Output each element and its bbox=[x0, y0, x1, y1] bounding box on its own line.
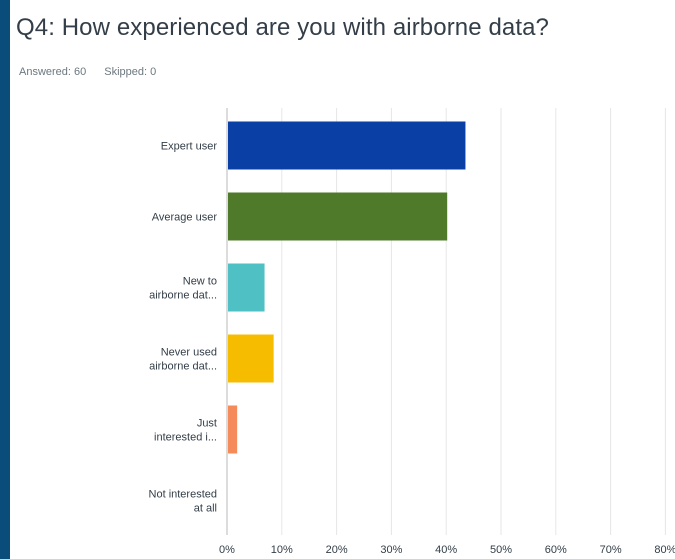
category-label: airborne dat... bbox=[149, 290, 217, 302]
category-label: New to bbox=[183, 276, 217, 288]
x-tick-label: 40% bbox=[435, 544, 457, 556]
question-title: Q4: How experienced are you with airborn… bbox=[16, 14, 550, 41]
category-label: Never used bbox=[161, 347, 217, 359]
x-tick-label: 60% bbox=[545, 544, 567, 556]
x-tick-label: 70% bbox=[600, 544, 622, 556]
x-tick-label: 0% bbox=[219, 544, 235, 556]
x-tick-label: 80% bbox=[654, 544, 675, 556]
category-label: interested i... bbox=[154, 432, 217, 444]
skipped-count: Skipped: 0 bbox=[104, 66, 157, 78]
bar bbox=[228, 334, 274, 383]
x-tick-label: 30% bbox=[380, 544, 402, 556]
x-tick-label: 10% bbox=[271, 544, 293, 556]
category-label: Average user bbox=[152, 212, 218, 224]
response-stats: Answered: 60 Skipped: 0 bbox=[19, 66, 156, 78]
category-label: at all bbox=[194, 503, 217, 515]
bar bbox=[228, 192, 448, 241]
answered-count: Answered: 60 bbox=[19, 66, 87, 78]
x-tick-label: 20% bbox=[326, 544, 348, 556]
category-label: Just bbox=[197, 418, 217, 430]
category-label: Expert user bbox=[161, 141, 218, 153]
bar bbox=[228, 263, 265, 312]
category-label: airborne dat... bbox=[149, 361, 217, 373]
category-label: Not interested bbox=[149, 489, 217, 501]
survey-question-panel: Q4: How experienced are you with airborn… bbox=[10, 0, 675, 559]
bar bbox=[228, 121, 466, 170]
x-tick-label: 50% bbox=[490, 544, 512, 556]
bar bbox=[228, 405, 238, 454]
